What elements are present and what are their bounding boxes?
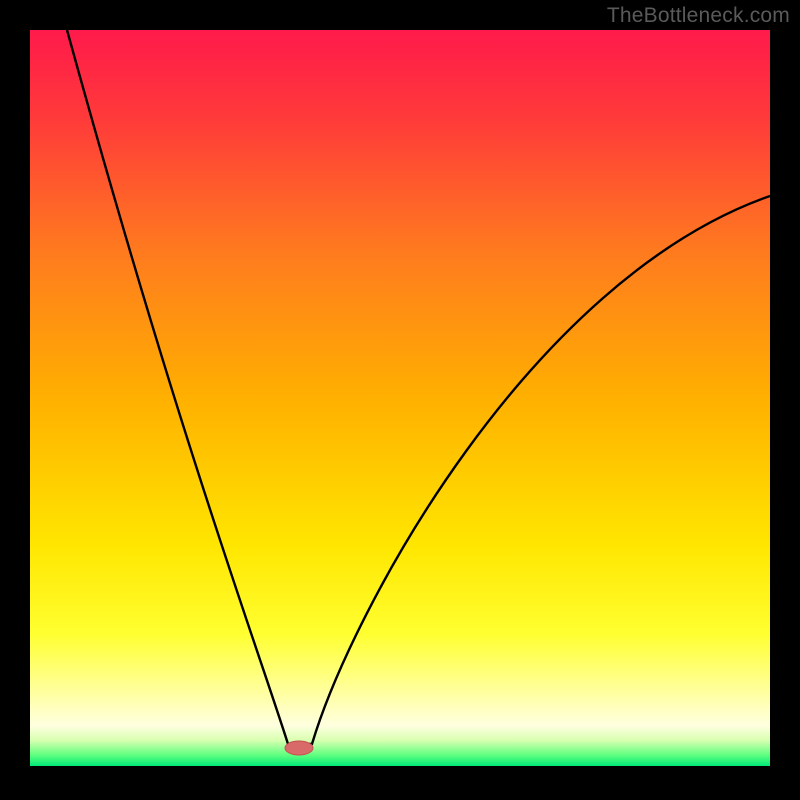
optimal-point-marker — [285, 741, 313, 755]
chart-container: TheBottleneck.com — [0, 0, 800, 800]
bottleneck-chart — [0, 0, 800, 800]
watermark-text: TheBottleneck.com — [607, 4, 790, 28]
gradient-background — [30, 30, 770, 766]
